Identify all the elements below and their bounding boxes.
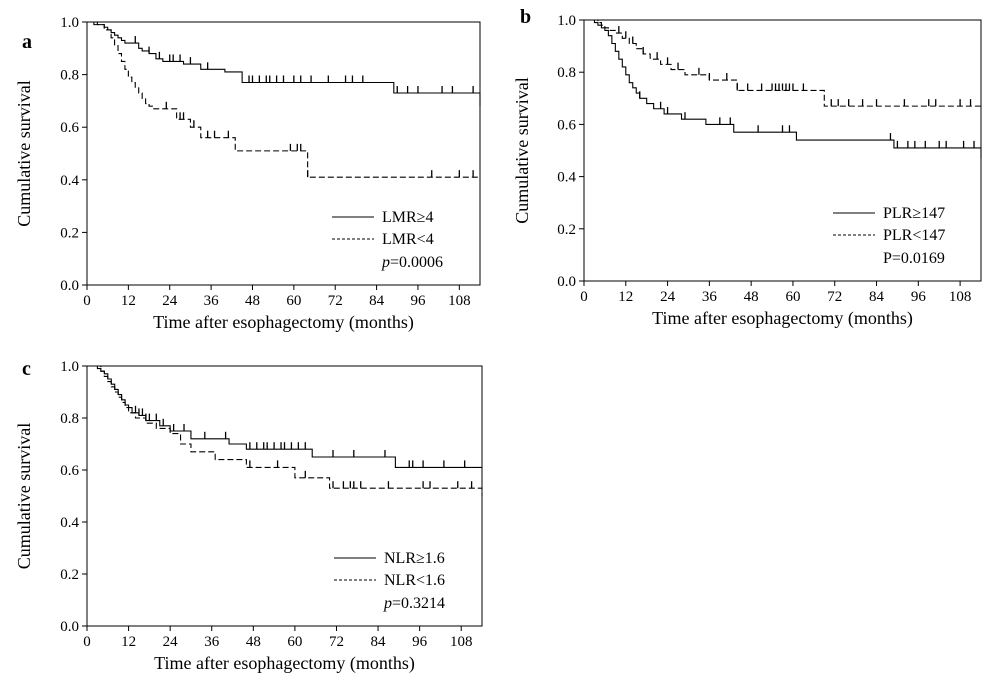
y-tick-label: 0.6 — [557, 117, 576, 133]
x-tick-label: 0 — [580, 289, 588, 305]
x-tick-label: 72 — [827, 289, 842, 305]
chart-panel-c: c 0.0 0.2 0.4 0.6 0.8 1.0 0 12 24 36 48 60 72 84 96 108 T… — [14, 358, 483, 674]
legend-label: LMR≥4 — [382, 209, 433, 226]
x-axis-title: Time after esophagectomy (months) — [153, 312, 414, 333]
y-tick-label: 0.6 — [60, 463, 79, 479]
p-value: p=0.3214 — [383, 595, 445, 612]
x-tick-label: 36 — [204, 634, 220, 650]
x-tick-label: 108 — [448, 293, 471, 309]
x-tick-label: 0 — [83, 634, 91, 650]
x-axis-title: Time after esophagectomy (months) — [652, 308, 913, 329]
x-tick-label: 60 — [286, 293, 301, 309]
y-tick-label: 0.6 — [60, 120, 79, 136]
legend-label: NLR<1.6 — [384, 572, 445, 589]
y-axis-title: Cumulative survival — [14, 423, 34, 569]
x-tick-label: 60 — [785, 289, 800, 305]
x-tick-label: 48 — [245, 293, 260, 309]
legend-label: PLR≥147 — [883, 205, 945, 222]
y-tick-label: 0.4 — [60, 173, 79, 189]
x-tick-label: 96 — [911, 289, 927, 305]
survival-curve-solid — [584, 19, 982, 159]
x-tick-label: 12 — [618, 289, 633, 305]
chart-panel-b: b 0.0 0.2 0.4 0.6 0.8 1.0 0 12 24 36 48 60 72 84 96 108 T… — [512, 6, 982, 329]
legend-label: PLR<147 — [883, 227, 945, 244]
plot-frame — [86, 21, 481, 286]
x-tick-label: 24 — [163, 634, 179, 650]
x-tick-label: 0 — [83, 293, 91, 309]
x-tick-label: 48 — [744, 289, 759, 305]
x-tick-label: 108 — [450, 634, 473, 650]
panel-label: a — [22, 31, 32, 53]
p-value-number: =0.3214 — [392, 595, 445, 612]
x-tick-label: 36 — [204, 293, 220, 309]
p-value-number: =0.0169 — [892, 250, 945, 267]
survival-curve-solid — [87, 365, 482, 468]
y-tick-label: 0.8 — [60, 411, 79, 427]
y-tick-label: 0.0 — [557, 274, 576, 290]
x-tick-label: 84 — [869, 289, 885, 305]
chart-panel-a: a 0.0 0.2 0.4 0.6 0.8 1.0 0 12 24 36 48 60 72 84 96 108 T… — [14, 15, 481, 333]
x-tick-label: 12 — [121, 293, 136, 309]
survival-curve-dashed — [584, 19, 981, 107]
p-value: P=0.0169 — [883, 250, 945, 267]
x-tick-label: 72 — [328, 293, 343, 309]
y-tick-label: 0.2 — [60, 567, 79, 583]
p-value-symbol: p — [383, 595, 392, 612]
x-tick-label: 36 — [702, 289, 718, 305]
survival-curve-solid — [87, 21, 481, 107]
y-tick-label: 1.0 — [557, 13, 576, 29]
y-tick-label: 0.8 — [60, 68, 79, 84]
x-tick-label: 24 — [660, 289, 676, 305]
x-tick-label: 108 — [949, 289, 972, 305]
survival-curve-dashed — [87, 365, 483, 496]
y-axis-title: Cumulative survival — [14, 80, 34, 226]
y-tick-label: 1.0 — [60, 15, 79, 31]
y-tick-label: 0.8 — [557, 65, 576, 81]
panel-label: c — [22, 358, 31, 380]
x-tick-label: 12 — [121, 634, 136, 650]
x-tick-label: 72 — [329, 634, 344, 650]
x-tick-label: 60 — [287, 634, 302, 650]
survival-curve-dashed — [87, 21, 480, 178]
p-value-number: =0.0006 — [390, 254, 443, 271]
y-tick-label: 0.0 — [60, 278, 79, 294]
x-tick-label: 48 — [246, 634, 261, 650]
x-axis-title: Time after esophagectomy (months) — [154, 653, 415, 674]
x-tick-label: 96 — [412, 634, 428, 650]
y-tick-label: 0.2 — [60, 225, 79, 241]
legend-label: LMR<4 — [382, 231, 434, 248]
x-tick-label: 96 — [410, 293, 426, 309]
y-tick-label: 0.4 — [557, 170, 576, 186]
y-tick-label: 1.0 — [60, 359, 79, 375]
x-tick-label: 84 — [371, 634, 387, 650]
y-tick-label: 0.0 — [60, 619, 79, 635]
y-tick-label: 0.4 — [60, 515, 79, 531]
p-value-symbol: p — [381, 254, 390, 271]
legend-label: NLR≥1.6 — [384, 550, 445, 567]
y-tick-label: 0.2 — [557, 222, 576, 238]
x-tick-label: 24 — [162, 293, 178, 309]
panel-label: b — [520, 6, 531, 28]
y-axis-title: Cumulative survival — [512, 77, 532, 223]
p-value: p=0.0006 — [381, 254, 443, 271]
p-value-symbol: P — [883, 250, 892, 267]
x-tick-label: 84 — [369, 293, 385, 309]
